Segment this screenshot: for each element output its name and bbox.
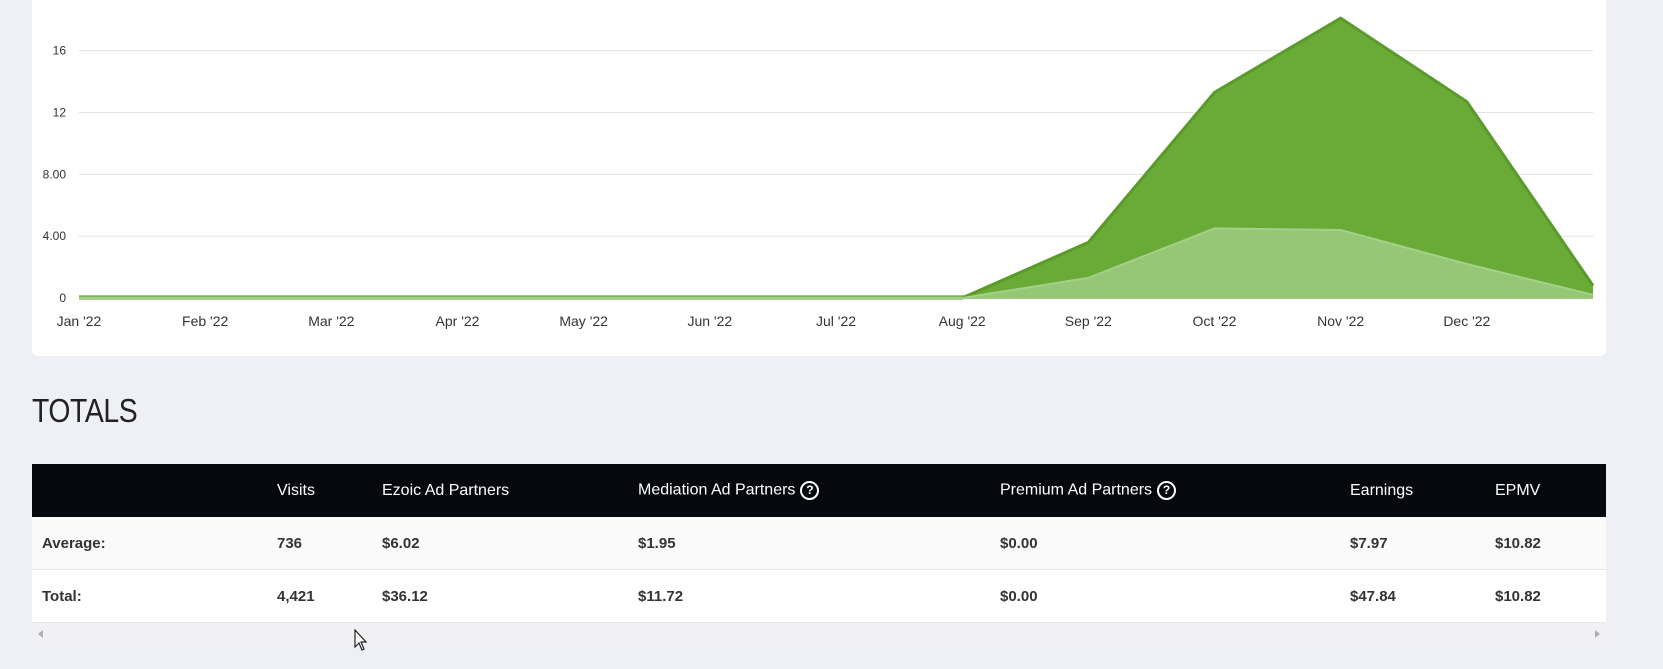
cell-epmv: $10.82 xyxy=(1495,569,1606,623)
header-visits-label: Visits xyxy=(277,481,315,499)
cell-epmv: $10.82 xyxy=(1495,517,1606,570)
row-label: Total: xyxy=(32,569,277,623)
x-tick-label: Jan '22 xyxy=(57,313,102,329)
arrow-right-icon[interactable] xyxy=(1595,630,1600,638)
header-visits: Visits xyxy=(277,464,382,517)
header-mediation-ad-partners: Mediation Ad Partners? xyxy=(638,464,1000,517)
x-tick-label: Mar '22 xyxy=(308,313,354,329)
cell-earnings: $47.84 xyxy=(1350,569,1495,623)
y-tick-label: 16 xyxy=(53,44,67,58)
mouse-pointer-icon xyxy=(354,629,368,651)
earnings-chart-card: 0 4.00 8.00 12 16 Jan '22 Feb '22 Mar '22 Apr '2… xyxy=(32,0,1606,356)
header-premium-ad-partners: Premium Ad Partners? xyxy=(1000,464,1350,517)
series-area-secondary xyxy=(79,228,1593,298)
header-earnings-label: Earnings xyxy=(1350,481,1414,499)
x-tick-label: Apr '22 xyxy=(436,313,480,329)
y-tick-label: 4.00 xyxy=(43,229,67,243)
totals-heading: TOTALS xyxy=(32,392,138,429)
header-label xyxy=(32,464,277,517)
cell-premium: $0.00 xyxy=(1000,569,1350,623)
x-tick-label: Jun '22 xyxy=(687,313,732,329)
header-mediation-label: Mediation Ad Partners xyxy=(638,481,796,499)
cell-premium: $0.00 xyxy=(1000,517,1350,570)
arrow-left-icon[interactable] xyxy=(38,630,43,638)
x-tick-label: Jul '22 xyxy=(816,313,856,329)
cell-earnings: $7.97 xyxy=(1350,517,1495,570)
x-tick-label: May '22 xyxy=(559,313,608,329)
horizontal-scrollbar[interactable] xyxy=(32,623,1606,645)
question-circle-icon[interactable]: ? xyxy=(1157,481,1177,500)
series-line-secondary xyxy=(79,227,1594,299)
table-row-average: Average: 736 $6.02 $1.95 $0.00 $7.97 $10… xyxy=(32,517,1606,570)
x-tick-label: Nov '22 xyxy=(1317,313,1364,329)
x-tick-label: Dec '22 xyxy=(1443,313,1490,329)
header-earnings: Earnings xyxy=(1350,464,1495,517)
y-tick-label: 0 xyxy=(59,291,66,305)
cell-visits: 4,421 xyxy=(277,569,382,623)
header-epmv: EPMV xyxy=(1495,464,1606,517)
totals-table: Visits Ezoic Ad Partners Mediation Ad Pa… xyxy=(32,464,1606,623)
x-tick-label: Oct '22 xyxy=(1193,313,1237,329)
earnings-area-chart: 0 4.00 8.00 12 16 Jan '22 Feb '22 Mar '22 Apr '2… xyxy=(43,16,1595,329)
question-circle-icon[interactable]: ? xyxy=(800,481,820,500)
header-epmv-label: EPMV xyxy=(1495,481,1541,499)
header-ezoic-label: Ezoic Ad Partners xyxy=(382,481,510,499)
table-row-total: Total: 4,421 $36.12 $11.72 $0.00 $47.84 … xyxy=(32,569,1606,623)
cell-mediation: $11.72 xyxy=(638,569,1000,623)
x-tick-label: Sep '22 xyxy=(1065,313,1112,329)
header-ezoic-ad-partners: Ezoic Ad Partners xyxy=(382,464,638,517)
y-tick-label: 8.00 xyxy=(43,167,67,181)
header-premium-label: Premium Ad Partners xyxy=(1000,481,1153,499)
cell-ezoic: $36.12 xyxy=(382,569,638,623)
row-label: Average: xyxy=(32,517,277,570)
cell-mediation: $1.95 xyxy=(638,517,1000,570)
cell-visits: 736 xyxy=(277,517,382,570)
cell-ezoic: $6.02 xyxy=(382,517,638,570)
x-tick-label: Feb '22 xyxy=(182,313,228,329)
x-tick-label: Aug '22 xyxy=(939,313,986,329)
totals-header-row: Visits Ezoic Ad Partners Mediation Ad Pa… xyxy=(32,464,1606,517)
y-tick-label: 12 xyxy=(53,105,67,119)
